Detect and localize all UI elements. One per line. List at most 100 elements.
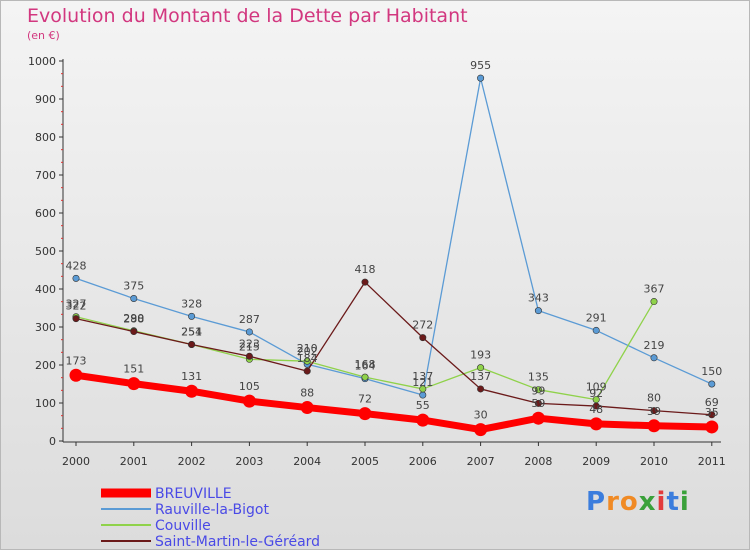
series-0-point — [242, 394, 256, 408]
data-label: 135 — [528, 371, 549, 384]
logo-letter: i — [656, 487, 667, 517]
y-tick-label: 900 — [35, 93, 56, 106]
data-label: 328 — [181, 297, 202, 310]
series-0-point — [416, 413, 430, 427]
series-3-point — [592, 402, 600, 410]
series-1-point — [477, 74, 485, 82]
data-label: 202 — [297, 345, 318, 358]
logo-letter: o — [619, 487, 639, 517]
data-label: 291 — [586, 311, 607, 324]
series-1-point — [188, 312, 196, 320]
x-tick-label: 2000 — [62, 455, 90, 468]
legend-label-3: Saint-Martin-le-Géréard — [155, 534, 320, 549]
data-label: 375 — [123, 280, 144, 293]
data-label: 418 — [355, 263, 376, 276]
x-tick-label: 2008 — [524, 455, 552, 468]
y-tick-label: 300 — [35, 321, 56, 334]
y-tick-label: 600 — [35, 207, 56, 220]
data-label: 290 — [123, 312, 144, 325]
data-label: 92 — [589, 387, 603, 400]
data-label: 121 — [412, 376, 433, 389]
series-0-point — [358, 407, 372, 421]
series-0-point — [647, 419, 661, 433]
series-1-point — [419, 391, 427, 399]
data-label: 955 — [470, 59, 491, 72]
data-label: 150 — [701, 365, 722, 378]
legend-label-0: BREUVILLE — [155, 486, 232, 502]
series-1-point — [708, 380, 716, 388]
data-label: 109 — [586, 381, 607, 394]
series-0-point — [127, 377, 141, 391]
data-label: 137 — [470, 370, 491, 383]
data-label: 137 — [412, 370, 433, 383]
series-3-point — [130, 328, 138, 336]
series-0-point — [185, 384, 199, 398]
series-2-point — [361, 373, 369, 381]
series-3-point — [72, 315, 80, 323]
series-0-point — [300, 401, 314, 415]
series-1-point — [650, 354, 658, 362]
data-label: 131 — [181, 370, 202, 383]
data-label: 105 — [239, 380, 260, 393]
x-tick-label: 2004 — [293, 455, 321, 468]
y-tick-label: 200 — [35, 359, 56, 372]
y-tick-label: 500 — [35, 245, 56, 258]
data-label: 69 — [705, 396, 719, 409]
logo-letter: t — [666, 487, 680, 517]
series-2-point — [650, 298, 658, 306]
series-1-point — [130, 294, 138, 302]
logo-letter: P — [586, 487, 607, 517]
x-tick-label: 2005 — [351, 455, 379, 468]
data-label: 254 — [181, 325, 202, 338]
series-1-point — [245, 328, 253, 336]
data-label: 35 — [705, 406, 719, 419]
data-label: 59 — [531, 397, 545, 410]
data-label: 39 — [647, 405, 661, 418]
legend-label-2: Couville — [155, 518, 211, 534]
series-3-point — [708, 411, 716, 419]
x-tick-label: 2006 — [409, 455, 437, 468]
series-1-point — [534, 307, 542, 315]
data-label: 30 — [474, 409, 488, 422]
series-1-point — [592, 326, 600, 334]
series-3-point — [419, 334, 427, 342]
series-3-point — [245, 352, 253, 360]
data-label: 327 — [66, 298, 87, 311]
series-3-point — [650, 407, 658, 415]
chart-title: Evolution du Montant de la Dette par Hab… — [27, 5, 468, 27]
series-line-0 — [72, 371, 716, 434]
data-label: 184 — [297, 352, 318, 365]
data-label: 272 — [412, 319, 433, 332]
y-tick-label: 800 — [35, 131, 56, 144]
data-label: 55 — [416, 399, 430, 412]
data-label: 151 — [123, 363, 144, 376]
x-tick-label: 2007 — [467, 455, 495, 468]
x-tick-label: 2010 — [640, 455, 668, 468]
data-label: 428 — [66, 259, 87, 272]
y-tick-label: 0 — [49, 435, 56, 448]
x-tick-label: 2002 — [178, 455, 206, 468]
series-0-point — [589, 417, 603, 431]
data-label: 72 — [358, 393, 372, 406]
logo-letter: x — [638, 487, 657, 517]
series-line-1 — [75, 77, 713, 396]
series-2-point — [419, 385, 427, 393]
series-line-3 — [75, 281, 713, 416]
data-label: 215 — [239, 340, 260, 353]
series-2-point — [303, 357, 311, 365]
logo-letter: r — [606, 487, 620, 517]
chart-subtitle: (en €) — [27, 29, 60, 42]
data-label: 193 — [470, 349, 491, 362]
data-label: 223 — [239, 337, 260, 350]
series-2-point — [534, 386, 542, 394]
series-1-point — [72, 274, 80, 282]
proxiti-logo: Proxiti — [586, 487, 690, 517]
series-3-point — [534, 399, 542, 407]
series-0-point — [705, 420, 719, 434]
data-label: 343 — [528, 292, 549, 305]
data-label: 288 — [123, 313, 144, 326]
series-0-point — [474, 423, 488, 437]
data-label: 173 — [66, 354, 87, 367]
